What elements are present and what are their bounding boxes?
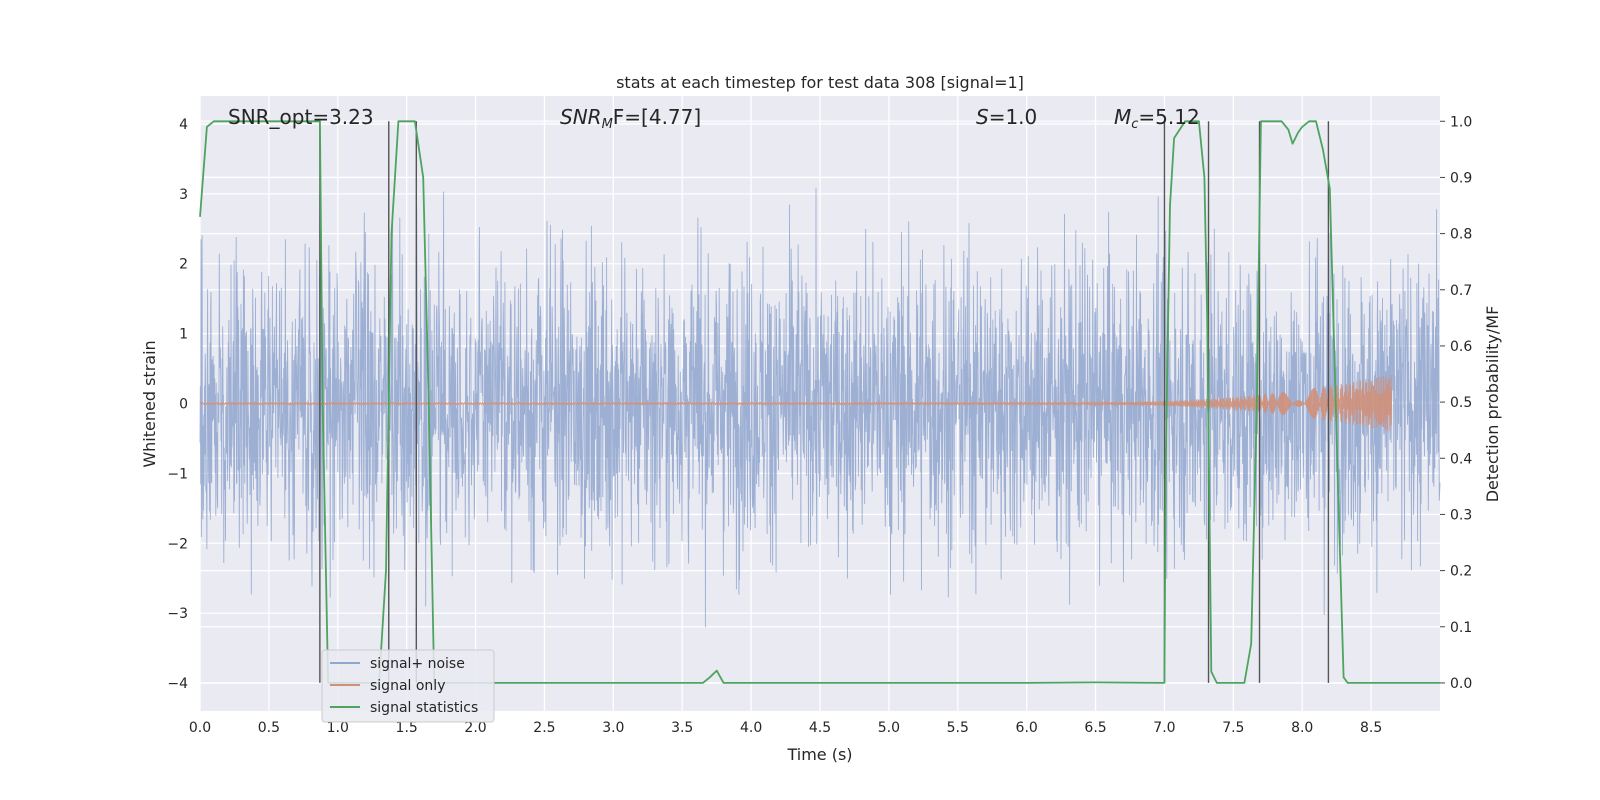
annotation-s-italic: S — [976, 105, 989, 129]
y-tick-label: −1 — [167, 466, 188, 482]
x-tick-label: 0.0 — [189, 720, 211, 736]
annotation-mc-value: =5.12 — [1138, 105, 1199, 129]
annotation-snr-mf-value: F=[4.77] — [613, 105, 701, 129]
x-tick-label: 7.5 — [1222, 720, 1244, 736]
legend-label-signal-only: signal only — [370, 678, 445, 694]
x-tick-label: 6.0 — [1016, 720, 1038, 736]
x-tick-labels: 0.0 0.5 1.0 1.5 2.0 2.5 3.0 3.5 4.0 4.5 5.0 5.5 6.0 6… — [189, 720, 1382, 736]
y-tick-label: −2 — [167, 536, 188, 552]
annotation-snr-mf: SNRMF=[4.77] — [560, 105, 701, 132]
y-right-tick-label: 0.2 — [1450, 564, 1472, 580]
annotation-snr-mf-italic: SNR — [560, 105, 602, 129]
legend-label-signal-noise: signal+ noise — [370, 656, 465, 672]
chart-title: stats at each timestep for test data 308… — [616, 73, 1024, 92]
y-right-tick-label: 0.1 — [1450, 620, 1472, 636]
y-axis-label: Whitened strain — [140, 340, 159, 467]
x-tick-label: 6.5 — [1084, 720, 1106, 736]
annotation-s: S=1.0 — [976, 105, 1037, 129]
y-right-tick-label: 0.6 — [1450, 339, 1472, 355]
x-tick-label: 2.0 — [464, 720, 486, 736]
x-tick-label: 7.0 — [1153, 720, 1175, 736]
signal-noise-trace — [199, 187, 1441, 628]
y-right-tick-label: 0.3 — [1450, 507, 1472, 523]
y-tick-label: 4 — [179, 117, 188, 133]
annotation-snr-opt: SNR_opt=3.23 — [228, 105, 374, 129]
legend: signal+ noise signal only signal statist… — [321, 649, 495, 723]
y-right-axis-label: Detection probability/MF — [1483, 306, 1502, 503]
series-signal-noise — [199, 187, 1441, 628]
y-right-tick-label: 0.0 — [1450, 676, 1472, 692]
annotation-mc: Mc=5.12 — [1114, 105, 1200, 132]
legend-label-signal-statistics: signal statistics — [370, 700, 478, 716]
x-tick-label: 5.5 — [947, 720, 969, 736]
series-signal-only — [199, 374, 1393, 432]
y-tick-labels: −4 −3 −2 −1 0 1 2 3 4 — [167, 117, 188, 692]
y-tick-label: 3 — [179, 187, 188, 203]
y-tick-label: −4 — [167, 676, 188, 692]
y-tick-label: 2 — [179, 257, 188, 273]
vertical-lines — [319, 121, 1330, 683]
x-tick-label: 4.5 — [809, 720, 831, 736]
y-right-tick-label: 0.4 — [1450, 451, 1472, 467]
annotation-snr-mf-subscript: M — [602, 117, 613, 132]
y-right-tick-label: 0.7 — [1450, 283, 1472, 299]
annotation-mc-subscript: c — [1131, 117, 1138, 132]
x-tick-label: 3.5 — [671, 720, 693, 736]
y-tick-label: −3 — [167, 606, 188, 622]
y-tick-label: 1 — [179, 327, 188, 343]
x-tick-label: 3.0 — [602, 720, 624, 736]
y-right-tick-label: 1.0 — [1450, 114, 1472, 130]
x-tick-label: 1.0 — [327, 720, 349, 736]
x-tick-label: 1.5 — [396, 720, 418, 736]
annotation-mc-italic: M — [1114, 105, 1131, 129]
signal-only-trace — [199, 374, 1393, 432]
x-tick-label: 5.0 — [878, 720, 900, 736]
x-axis-label: Time (s) — [786, 745, 852, 764]
y-right-tick-labels: 0.0 0.1 0.2 0.3 0.4 0.5 0.6 0.7 0.8 0.9 1.0 — [1450, 114, 1472, 692]
y-tick-label: 0 — [179, 397, 188, 413]
x-tick-label: 8.5 — [1360, 720, 1382, 736]
y-right-tick-label: 0.9 — [1450, 170, 1472, 186]
annotation-s-value: =1.0 — [989, 105, 1038, 129]
y-right-tick-label: 0.8 — [1450, 227, 1472, 243]
y-right-tick-label: 0.5 — [1450, 395, 1472, 411]
x-tick-label: 0.5 — [258, 720, 280, 736]
x-tick-label: 2.5 — [533, 720, 555, 736]
x-tick-label: 8.0 — [1291, 720, 1313, 736]
legend-box — [321, 649, 495, 723]
x-tick-label: 4.0 — [740, 720, 762, 736]
